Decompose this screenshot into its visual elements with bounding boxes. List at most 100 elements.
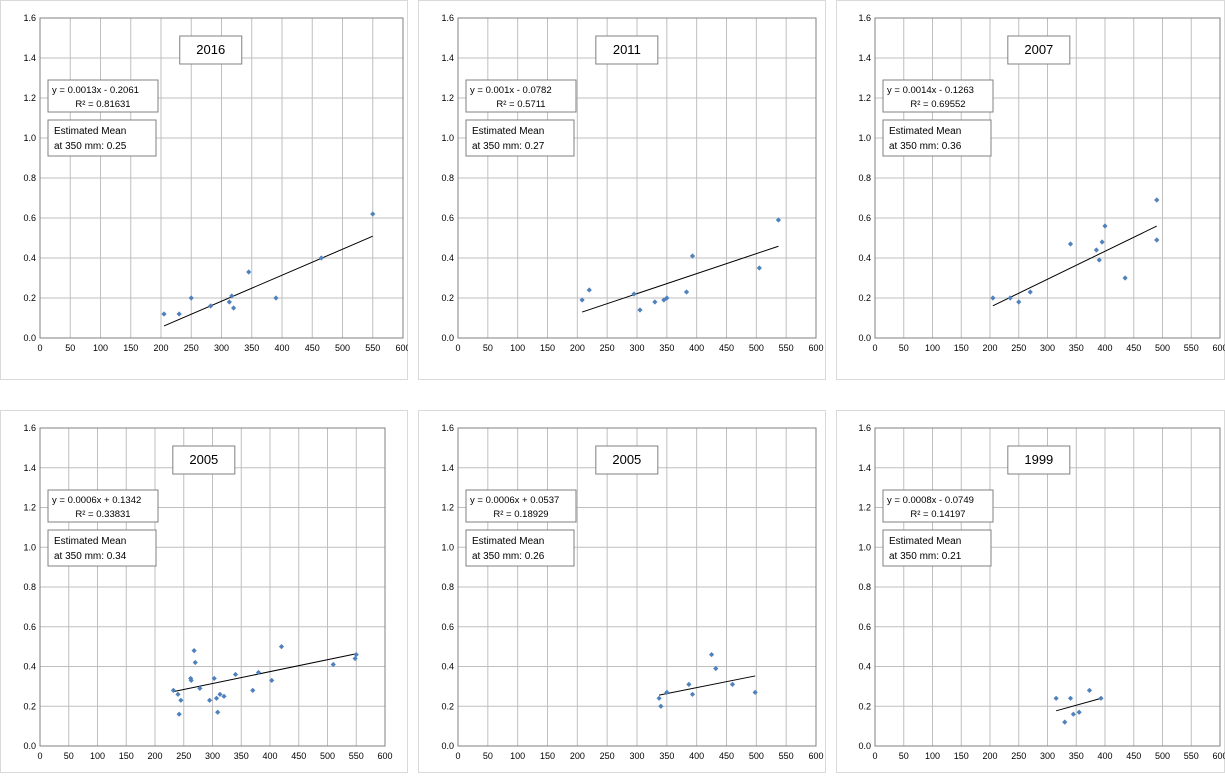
x-tick-label: 0 bbox=[37, 751, 42, 761]
data-point bbox=[211, 675, 217, 682]
x-tick-label: 0 bbox=[872, 343, 877, 353]
estimated-mean-text: at 350 mm: 0.26 bbox=[472, 551, 545, 562]
y-tick-label: 1.0 bbox=[23, 133, 36, 143]
y-tick-label: 1.0 bbox=[441, 133, 454, 143]
data-point bbox=[631, 291, 637, 297]
x-tick-label: 400 bbox=[1097, 751, 1112, 761]
x-tick-label: 250 bbox=[600, 343, 615, 353]
data-point bbox=[689, 253, 696, 259]
plot-area bbox=[874, 427, 1221, 747]
y-tick-label: 1.2 bbox=[23, 503, 36, 513]
data-point bbox=[990, 295, 996, 301]
chart-panel-2005-a: 0.0 0.2 0.4 0.6 0.8 1.0 1.2 1.4 1.6 0 50 100 150 200 2… bbox=[0, 410, 408, 773]
chart-title: 2007 bbox=[1024, 42, 1053, 57]
y-tick-label: 0.8 bbox=[23, 173, 36, 183]
x-tick-label: 0 bbox=[455, 343, 460, 353]
y-tick-label: 1.2 bbox=[23, 93, 36, 103]
data-point bbox=[197, 685, 203, 691]
data-point bbox=[215, 709, 221, 715]
data-point bbox=[161, 311, 167, 317]
trendline-equation-box bbox=[465, 489, 577, 523]
r-squared-value: R² = 0.14197 bbox=[910, 509, 965, 520]
data-point bbox=[188, 295, 194, 301]
x-tick-label: 50 bbox=[899, 751, 909, 761]
x-tick-label: 0 bbox=[37, 343, 42, 353]
chart-panel-2011: 0.0 0.2 0.4 0.6 0.8 1.0 1.2 1.4 1.6 0 50 100 150 200 2… bbox=[418, 0, 826, 380]
y-tick-label: 0.2 bbox=[23, 293, 36, 303]
data-point bbox=[176, 311, 182, 317]
data-point bbox=[1098, 695, 1104, 701]
data-point bbox=[713, 665, 719, 672]
y-tick-label: 1.4 bbox=[441, 463, 454, 473]
y-tick-label: 0.2 bbox=[23, 701, 36, 711]
x-tick-label: 450 bbox=[1126, 343, 1141, 353]
data-point bbox=[1086, 687, 1093, 693]
y-tick-label: 1.6 bbox=[441, 423, 454, 433]
x-tick-label: 200 bbox=[982, 343, 997, 353]
y-tick-label: 0.4 bbox=[441, 662, 454, 672]
data-point bbox=[229, 293, 235, 299]
x-tick-label: 450 bbox=[719, 751, 734, 761]
x-tick-label: 550 bbox=[1184, 751, 1199, 761]
y-tick-label: 1.2 bbox=[858, 503, 871, 513]
x-tick-label: 450 bbox=[1126, 751, 1141, 761]
x-tick-label: 400 bbox=[1097, 343, 1112, 353]
y-tick-label: 1.4 bbox=[858, 463, 871, 473]
data-point bbox=[221, 693, 227, 699]
x-tick-label: 100 bbox=[510, 343, 525, 353]
data-point bbox=[353, 651, 359, 658]
trendline-equation-box bbox=[47, 489, 159, 523]
data-point bbox=[213, 695, 220, 701]
data-point bbox=[176, 711, 182, 717]
y-tick-label: 1.6 bbox=[858, 13, 871, 23]
trendline bbox=[581, 245, 779, 313]
r-squared-value: R² = 0.5711 bbox=[496, 99, 545, 110]
x-tick-label: 500 bbox=[749, 343, 764, 353]
estimated-mean-text: at 350 mm: 0.36 bbox=[889, 141, 962, 152]
x-tick-label: 400 bbox=[689, 343, 704, 353]
trendline-equation: y = 0.0008x - 0.0749 bbox=[887, 495, 974, 506]
chart-panel-1999: 0.0 0.2 0.4 0.6 0.8 1.0 1.2 1.4 1.6 0 50 100 150 200 2… bbox=[836, 410, 1225, 773]
x-tick-label: 50 bbox=[483, 751, 493, 761]
x-tick-label: 250 bbox=[184, 343, 199, 353]
y-tick-label: 0.4 bbox=[23, 253, 36, 263]
y-tick-label: 1.4 bbox=[23, 53, 36, 63]
estimated-mean-box bbox=[465, 119, 575, 157]
x-tick-label: 100 bbox=[925, 751, 940, 761]
data-point bbox=[226, 299, 232, 305]
data-point bbox=[246, 269, 252, 275]
x-tick-label: 200 bbox=[570, 343, 585, 353]
estimated-mean-box bbox=[47, 119, 157, 157]
estimated-mean-box bbox=[882, 119, 992, 157]
data-point bbox=[188, 677, 194, 684]
x-tick-label: 350 bbox=[244, 343, 259, 353]
x-tick-label: 300 bbox=[1040, 343, 1055, 353]
estimated-mean-text: Estimated Mean bbox=[54, 536, 126, 547]
data-point bbox=[656, 695, 662, 701]
chart-title-box bbox=[595, 35, 659, 65]
r-squared-value: R² = 0.69552 bbox=[910, 99, 965, 110]
plot-area bbox=[39, 17, 404, 339]
y-tick-label: 0.8 bbox=[23, 582, 36, 592]
x-tick-label: 100 bbox=[925, 343, 940, 353]
y-tick-label: 0.6 bbox=[858, 622, 871, 632]
data-point bbox=[775, 217, 782, 223]
x-tick-label: 550 bbox=[779, 751, 794, 761]
x-tick-label: 350 bbox=[1069, 343, 1084, 353]
data-point bbox=[689, 691, 696, 697]
data-point bbox=[269, 677, 275, 684]
chart-panel-2016: 0.0 0.2 0.4 0.6 0.8 1.0 1.2 1.4 1.6 0 50 100 150 200 2… bbox=[0, 0, 411, 380]
x-tick-label: 0 bbox=[455, 751, 460, 761]
x-tick-label: 200 bbox=[570, 751, 585, 761]
trendline bbox=[1055, 697, 1102, 712]
x-tick-label: 400 bbox=[689, 751, 704, 761]
x-tick-label: 500 bbox=[320, 751, 335, 761]
y-tick-label: 0.0 bbox=[23, 741, 36, 751]
chart-title: 2005 bbox=[612, 452, 641, 467]
data-point bbox=[586, 287, 592, 293]
y-tick-label: 1.6 bbox=[858, 423, 871, 433]
chart-title-box bbox=[172, 445, 236, 475]
data-point bbox=[370, 211, 376, 217]
data-point bbox=[664, 689, 670, 695]
y-tick-label: 0.2 bbox=[858, 293, 871, 303]
